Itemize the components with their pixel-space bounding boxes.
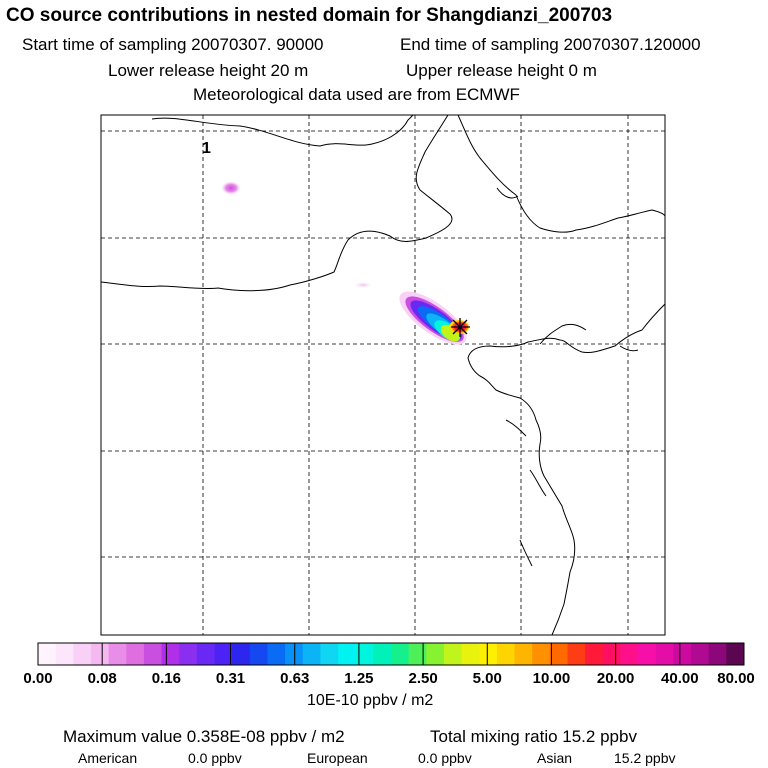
colorbar-swatch [408, 643, 427, 665]
region-value-european: 0.0 ppbv [418, 750, 472, 766]
colorbar-swatch [320, 643, 339, 665]
colorbar-tick-label: 80.00 [717, 670, 755, 687]
total-mixing-label: Total mixing ratio 15.2 ppbv [430, 727, 637, 746]
colorbar-swatch [373, 643, 392, 665]
colorbar-swatch [443, 643, 463, 665]
met-data-label: Meteorological data used are from ECMWF [193, 85, 520, 104]
colorbar-swatch [179, 643, 198, 665]
plot-title: CO source contributions in nested domain… [6, 5, 613, 26]
colorbar-swatch [479, 643, 498, 665]
colorbar-swatch [214, 643, 233, 665]
map-frame [100, 114, 666, 636]
colorbar-swatch [673, 643, 692, 665]
colorbar-tick-label: 0.08 [87, 670, 117, 687]
colorbar-swatch [549, 643, 568, 665]
region-value-asian: 15.2 ppbv [614, 750, 676, 766]
colorbar-swatch [655, 643, 674, 665]
colorbar-tick-label: 0.00 [23, 670, 53, 687]
colorbar-tick-label: 5.00 [472, 670, 502, 687]
colorbar-tick-label: 1.25 [344, 670, 374, 687]
upper-release-label: Upper release height 0 m [406, 61, 597, 80]
colorbar-swatch [567, 643, 586, 665]
colorbar-swatch [602, 643, 621, 665]
colorbar-swatch [232, 643, 251, 665]
colorbar-swatch [285, 643, 304, 665]
colorbar-swatch [126, 643, 145, 665]
station-star-icon [451, 318, 470, 337]
start-time-label: Start time of sampling 20070307. 90000 [22, 35, 324, 54]
colorbar-swatch [496, 643, 516, 665]
colorbar-swatch [726, 643, 745, 665]
map-annotation: 1 [202, 140, 211, 157]
region-name-asian: Asian [537, 750, 573, 766]
region-name-european: European [307, 750, 368, 766]
colorbar-tick-label: 10.00 [532, 670, 571, 687]
end-time-label: End time of sampling 20070307.120000 [400, 35, 701, 54]
colorbar-tick-label: 0.31 [215, 670, 246, 687]
colorbar-swatch [38, 643, 57, 665]
lower-release-label: Lower release height 20 m [108, 61, 309, 80]
colorbar-swatch [532, 643, 551, 665]
colorbar-units: 10E-10 ppbv / m2 [307, 692, 434, 709]
colorbar-swatch [161, 643, 180, 665]
lat-lon-grid [101, 115, 665, 635]
colorbar-swatch [638, 643, 657, 665]
colorbar-swatch [55, 643, 74, 665]
colorbar-swatch [585, 643, 604, 665]
region-value-american: 0.0 ppbv [188, 750, 242, 766]
colorbar-swatch [391, 643, 410, 665]
colorbar-swatch [73, 643, 92, 665]
max-value-label: Maximum value 0.358E-08 ppbv / m2 [63, 727, 345, 746]
colorbar-swatch [620, 643, 639, 665]
colorbar-swatch [514, 643, 533, 665]
colorbar-swatch [691, 643, 710, 665]
colorbar-swatch [355, 643, 374, 665]
colorbar-swatch [249, 643, 268, 665]
colorbar-swatch [196, 643, 215, 665]
colorbar-tick-label: 20.00 [596, 670, 635, 687]
colorbar-swatch [461, 643, 480, 665]
footprint-plume [221, 181, 469, 345]
coastlines [101, 115, 665, 635]
colorbar-swatch [426, 643, 445, 665]
colorbar-swatch [338, 643, 357, 665]
colorbar-tick-label: 2.50 [408, 670, 438, 687]
colorbar [37, 642, 745, 666]
colorbar-swatch [90, 643, 110, 665]
region-name-american: American [78, 750, 138, 766]
colorbar-swatch [143, 643, 163, 665]
colorbar-border [37, 642, 745, 666]
colorbar-tick-label: 0.63 [280, 670, 310, 687]
colorbar-swatch [108, 643, 127, 665]
colorbar-swatch [302, 643, 321, 665]
colorbar-tick-label: 0.16 [151, 670, 181, 687]
colorbar-tick-label: 40.00 [661, 670, 699, 687]
colorbar-swatch [708, 643, 727, 665]
colorbar-swatch [267, 643, 286, 665]
